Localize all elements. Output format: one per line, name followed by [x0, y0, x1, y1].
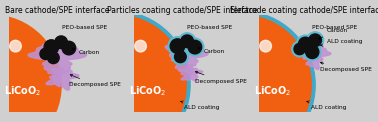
Circle shape	[294, 43, 305, 55]
Title: Bare cathode/SPE interface: Bare cathode/SPE interface	[5, 6, 110, 15]
Text: Carbon: Carbon	[198, 47, 225, 54]
Circle shape	[309, 34, 321, 47]
Polygon shape	[46, 67, 79, 90]
Circle shape	[172, 49, 188, 65]
Text: LiCoO$_2$: LiCoO$_2$	[254, 85, 291, 98]
Text: Decomposed SPE: Decomposed SPE	[195, 71, 247, 84]
Circle shape	[172, 15, 311, 122]
Circle shape	[55, 36, 67, 49]
Circle shape	[299, 37, 313, 51]
Text: Decomposed SPE: Decomposed SPE	[69, 75, 121, 87]
Circle shape	[168, 37, 187, 56]
Circle shape	[170, 39, 185, 53]
Polygon shape	[28, 42, 87, 85]
Circle shape	[260, 40, 271, 52]
Circle shape	[42, 11, 190, 122]
Polygon shape	[298, 46, 331, 70]
Text: Decomposed SPE: Decomposed SPE	[320, 62, 372, 72]
Circle shape	[135, 40, 146, 52]
Circle shape	[10, 40, 21, 52]
Circle shape	[179, 33, 195, 50]
Circle shape	[62, 41, 76, 55]
Text: PEO-based SPE: PEO-based SPE	[312, 25, 357, 30]
Text: LiCoO$_2$: LiCoO$_2$	[4, 85, 41, 98]
Title: Particles coating cathode/SPE interface: Particles coating cathode/SPE interface	[107, 6, 257, 15]
Circle shape	[306, 45, 319, 59]
Circle shape	[292, 41, 307, 57]
Text: ALD coating: ALD coating	[180, 101, 220, 110]
Text: Carbon: Carbon	[72, 48, 100, 55]
Circle shape	[296, 35, 314, 53]
Circle shape	[44, 40, 59, 54]
Circle shape	[175, 51, 186, 63]
Text: PEO-based SPE: PEO-based SPE	[187, 25, 232, 30]
Polygon shape	[178, 65, 203, 81]
Text: Carbon: Carbon	[318, 28, 348, 39]
Circle shape	[48, 52, 59, 64]
Text: ALD coating: ALD coating	[321, 39, 362, 46]
Text: ALD coating: ALD coating	[307, 101, 347, 110]
Title: Electrode coating cathode/SPE interface: Electrode coating cathode/SPE interface	[230, 6, 378, 15]
Circle shape	[46, 15, 186, 122]
Circle shape	[0, 15, 61, 122]
Polygon shape	[165, 43, 208, 75]
Circle shape	[167, 11, 315, 122]
Circle shape	[186, 38, 204, 56]
Text: PEO-based SPE: PEO-based SPE	[62, 25, 107, 30]
Circle shape	[181, 35, 194, 48]
Circle shape	[307, 32, 324, 49]
Circle shape	[188, 40, 202, 54]
Text: LiCoO$_2$: LiCoO$_2$	[129, 85, 166, 98]
Circle shape	[40, 48, 51, 60]
Circle shape	[304, 43, 321, 61]
